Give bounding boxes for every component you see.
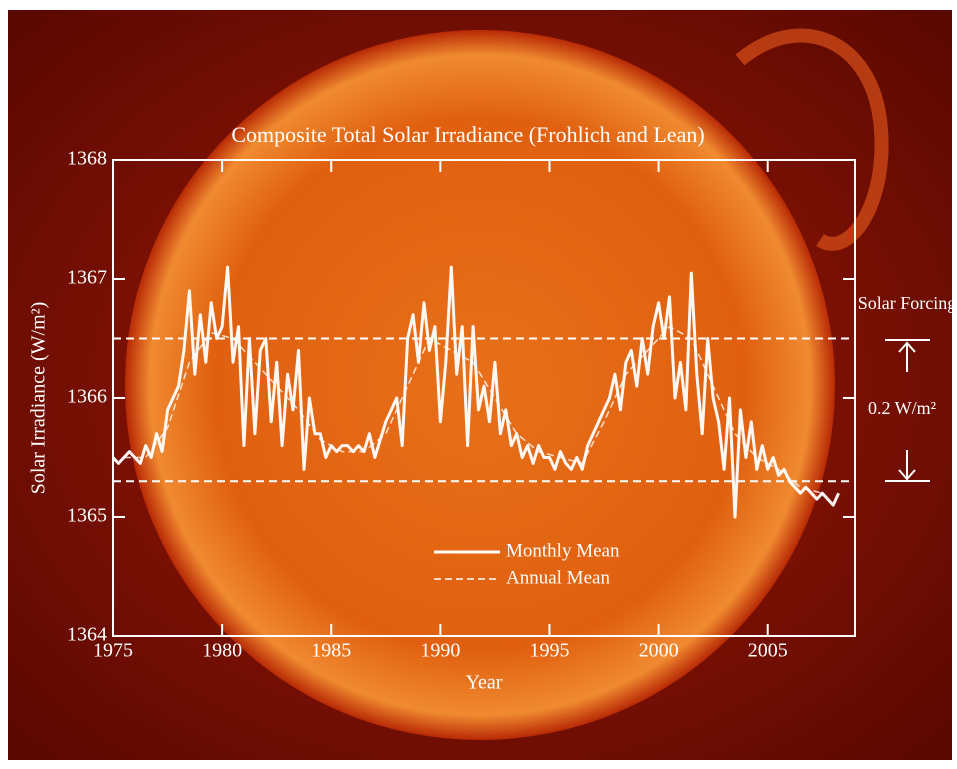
annotation: Solar Forcing <box>858 293 957 313</box>
forcing-arrows <box>885 339 930 482</box>
x-tick-label: 1980 <box>202 640 242 662</box>
y-tick-label: 1364 <box>67 624 107 646</box>
legend-label: Annual Mean <box>506 567 610 588</box>
x-tick-label: 2000 <box>639 640 679 662</box>
legend-label: Monthly Mean <box>506 540 620 561</box>
x-tick-label: 1995 <box>529 640 569 662</box>
arrow-head <box>898 341 916 353</box>
y-axis-label: Solar Irradiance (W/m²) <box>28 302 50 495</box>
arrow-head <box>898 469 916 481</box>
x-tick-label: 1975 <box>93 640 133 662</box>
y-tick-label: 1365 <box>67 505 107 527</box>
annotation: 0.2 W/m² <box>868 398 936 418</box>
y-tick-label: 1367 <box>67 267 107 289</box>
x-tick-label: 2005 <box>748 640 788 662</box>
x-axis-label: Year <box>466 672 503 694</box>
sun-image <box>125 30 835 740</box>
prominence <box>735 28 889 251</box>
x-tick-label: 1985 <box>311 640 351 662</box>
y-tick-label: 1366 <box>67 386 107 408</box>
x-tick-label: 1990 <box>420 640 460 662</box>
data-line <box>123 325 823 494</box>
y-tick-label: 1368 <box>67 148 107 170</box>
data-line <box>111 265 840 519</box>
chart-title: Composite Total Solar Irradiance (Frohli… <box>231 122 704 147</box>
